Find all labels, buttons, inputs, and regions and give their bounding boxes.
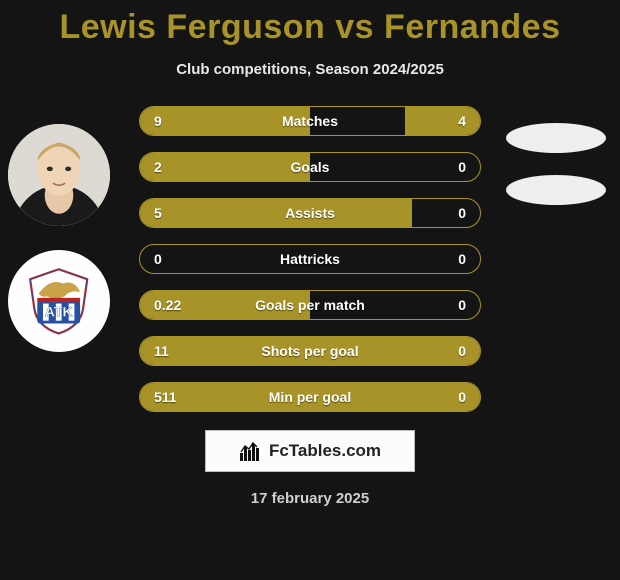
stat-label: Min per goal — [140, 383, 480, 411]
watermark-text: FcTables.com — [269, 441, 381, 461]
stat-row: 20Goals — [139, 152, 481, 182]
watermark: FcTables.com — [205, 430, 415, 472]
player1-photo — [8, 124, 110, 226]
stat-rows: 94Matches 20Goals 50Assists 00Hattricks 0.22… — [139, 106, 481, 412]
player2-photo-placeholder — [506, 175, 606, 205]
player2-name: Fernandes — [384, 8, 560, 46]
stat-label: Shots per goal — [140, 337, 480, 365]
chart-bars-icon — [239, 441, 263, 461]
stat-row: 0.220Goals per match — [139, 290, 481, 320]
stat-row: 00Hattricks — [139, 244, 481, 274]
stat-label: Hattricks — [140, 245, 480, 273]
svg-text:ATK: ATK — [45, 305, 74, 321]
stat-label: Matches — [140, 107, 480, 135]
stat-label: Goals — [140, 153, 480, 181]
vs-separator: vs — [335, 8, 374, 46]
stat-row: 94Matches — [139, 106, 481, 136]
player2-photo-placeholder — [506, 123, 606, 153]
stat-row: 5110Min per goal — [139, 382, 481, 412]
player1-name: Lewis Ferguson — [59, 8, 325, 46]
stat-row: 50Assists — [139, 198, 481, 228]
subtitle: Club competitions, Season 2024/2025 — [0, 61, 620, 78]
date-text: 17 february 2025 — [0, 490, 620, 507]
stat-label: Goals per match — [140, 291, 480, 319]
page-title: Lewis Ferguson vs Fernandes — [0, 0, 620, 47]
stat-row: 110Shots per goal — [139, 336, 481, 366]
stat-label: Assists — [140, 199, 480, 227]
player1-club-logo: ATK ATK — [8, 250, 110, 352]
